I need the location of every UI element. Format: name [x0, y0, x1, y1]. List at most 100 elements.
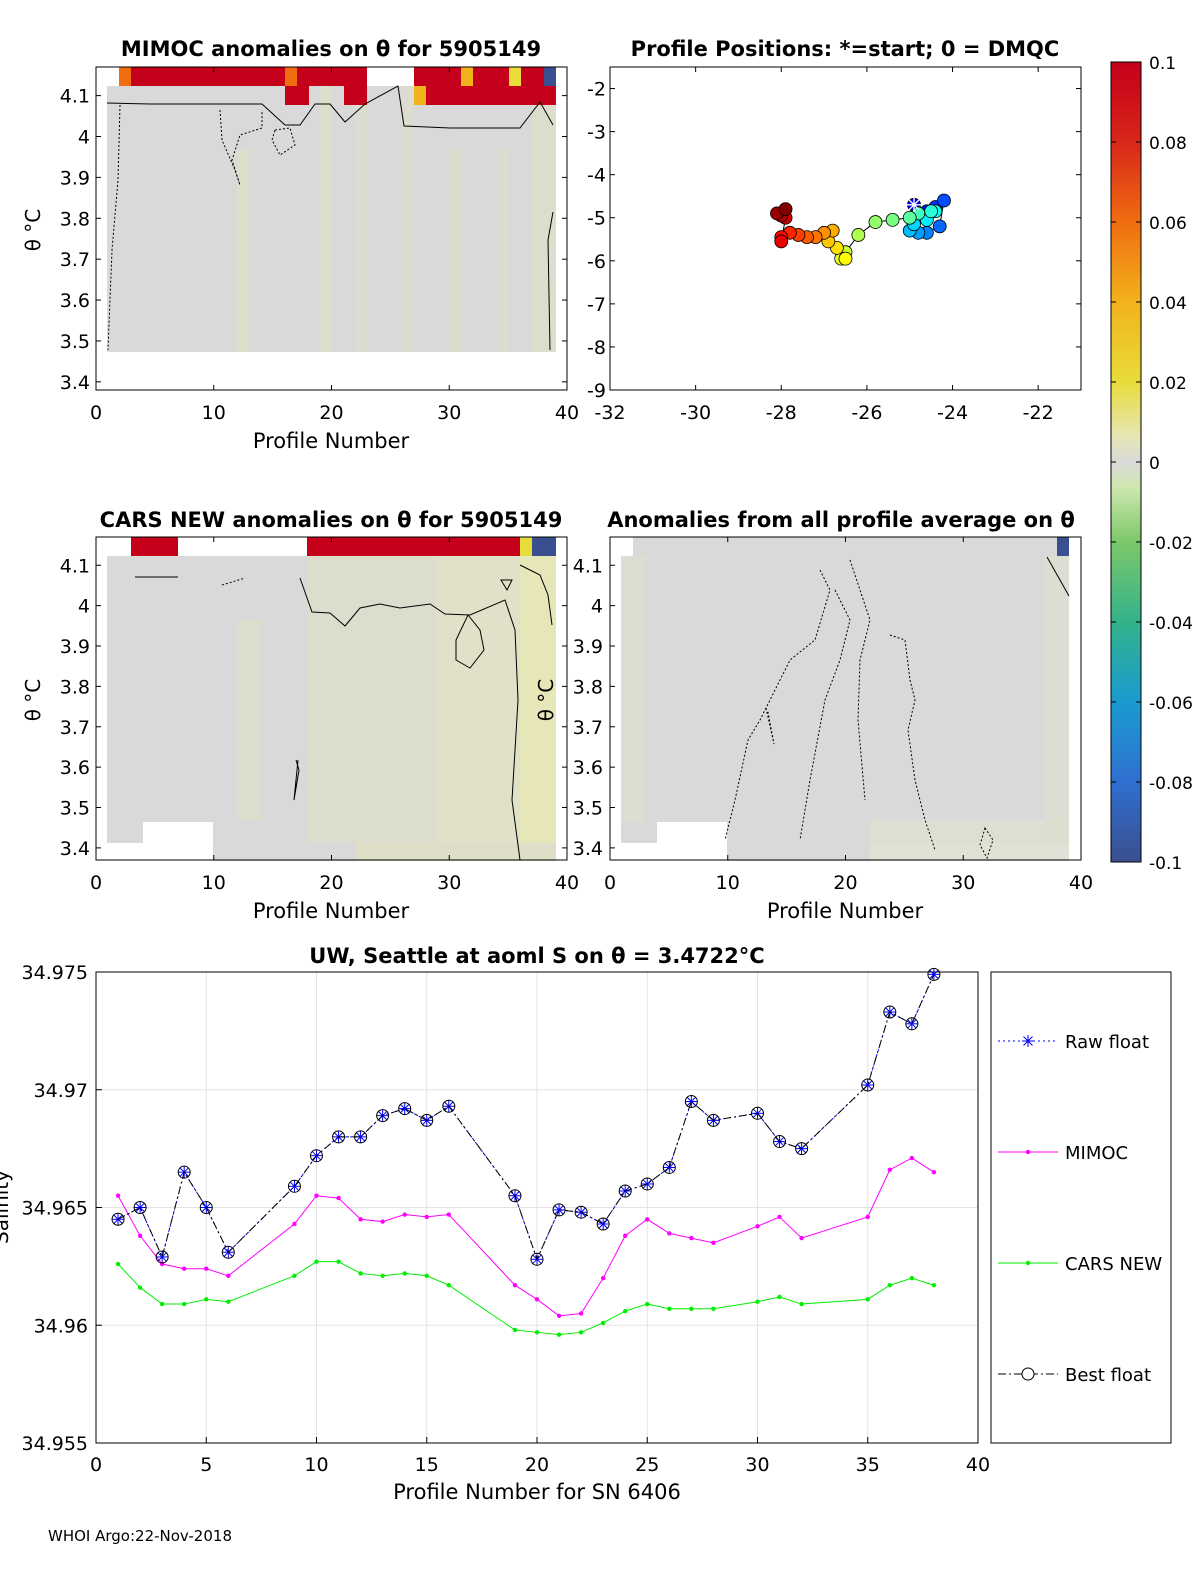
series-point: [292, 1221, 297, 1227]
colorbar-tick-label: -0.06: [1149, 694, 1193, 714]
series-point: [861, 1078, 875, 1092]
x-tick-label: 30: [437, 872, 461, 894]
series-point: [336, 1259, 341, 1264]
x-tick-label: 20: [319, 402, 343, 424]
colorbar-tick-label: -0.02: [1149, 534, 1193, 554]
legend-label: CARS NEW: [1065, 1254, 1162, 1275]
salinity-legend: Raw float MIMOC CARS NEW Best float: [990, 971, 1172, 1444]
series-point: [182, 1301, 187, 1307]
series-point: [596, 1217, 610, 1231]
y-tick-label: 3.9: [60, 636, 90, 658]
salinity-x-ticks: 0 5 10 15 20 25 30 35 40: [90, 1437, 990, 1476]
y-tick-label: 34.965: [22, 1198, 88, 1220]
legend-item: Raw float: [998, 1032, 1149, 1053]
series-point: [226, 1299, 231, 1304]
allavg-heatmap-cells: [621, 537, 1069, 861]
y-tick-label: 3.6: [573, 757, 603, 779]
y-tick-label: 3.8: [60, 676, 90, 698]
series-point: [156, 1250, 169, 1263]
cars-y-ticks: 3.4 3.5 3.6 3.7 3.8 3.9 4 4.1: [60, 555, 567, 860]
x-tick-label: 5: [200, 1454, 212, 1476]
x-tick-label: -24: [937, 402, 968, 424]
allavg-x-ticks: 0 10 20 30 40: [604, 537, 1093, 894]
series-point: [909, 1275, 915, 1281]
cars-xlabel: Profile Number: [253, 899, 410, 923]
positions-axes-frame: [609, 66, 1082, 391]
series-point: [600, 1320, 606, 1326]
series-point: [534, 1297, 540, 1302]
position-point: [924, 204, 939, 219]
y-tick-label: 4.1: [573, 555, 603, 577]
y-tick-label: -4: [587, 165, 606, 187]
series-point: [623, 1233, 628, 1238]
series-point: [865, 1297, 870, 1302]
cars-ylabel: θ °C: [21, 679, 45, 722]
mimoc-contours: [106, 85, 554, 351]
cars-contours: [135, 564, 553, 861]
series-point: [600, 1275, 606, 1281]
series-point: [578, 1311, 584, 1316]
salinity-y-ticks: 34.955 34.96 34.965 34.97 34.975: [22, 962, 102, 1455]
x-tick-label: 30: [745, 1454, 769, 1476]
cars-anomaly-panel: 0 10 20 30 40 3.4 3.5 3.6 3.7 3.8 3.9 4 4.1 CARS NE…: [21, 508, 579, 923]
y-tick-label: 3.4: [60, 838, 90, 860]
x-tick-label: 15: [415, 1454, 439, 1476]
series-point: [310, 1149, 323, 1163]
mimoc-anomaly-panel: 0 10 20 30 40 3.4 3.5 3.6 3.7 3.8 3.9 4 4.1 MIMOC a…: [21, 37, 579, 453]
footer-stamp: WHOI Argo:22-Nov-2018: [48, 1527, 232, 1545]
series-point: [354, 1130, 368, 1144]
y-tick-label: 4.1: [60, 86, 90, 108]
anomaly-colorbar: 0.1 0.08 0.06 0.04 0.02 0 -0.02 -0.04 -0.06 -0.08…: [1110, 54, 1193, 874]
series-point: [336, 1195, 341, 1201]
series-point: [773, 1135, 787, 1149]
series-point: [931, 1283, 937, 1288]
cars-x-ticks: 0 10 20 30 40: [90, 537, 579, 894]
series-point: [711, 1240, 716, 1246]
series-point: [358, 1217, 363, 1222]
series-point: [534, 1330, 540, 1335]
legend-items: Raw float MIMOC CARS NEW Best float: [998, 1032, 1162, 1386]
y-tick-label: 34.96: [34, 1315, 88, 1337]
series-point: [380, 1273, 385, 1278]
y-tick-label: -7: [587, 294, 606, 316]
legend-item: CARS NEW: [998, 1254, 1162, 1275]
series-point: [398, 1102, 412, 1116]
series-point: [115, 1193, 121, 1198]
y-tick-label: 3.5: [60, 331, 90, 353]
x-tick-label: -30: [680, 402, 711, 424]
series-point: [799, 1301, 804, 1307]
series-point: [909, 1155, 915, 1161]
colorbar-tick-label: -0.04: [1149, 614, 1193, 634]
series-point: [799, 1235, 804, 1241]
y-tick-label: 3.5: [573, 798, 603, 820]
salinity-ylabel: Salinity: [0, 1170, 13, 1244]
series-point: [667, 1231, 672, 1236]
positions-title: Profile Positions: *=start; 0 = DMQC: [631, 37, 1060, 61]
position-point: [937, 193, 951, 208]
series-point: [332, 1130, 346, 1144]
position-point: [868, 215, 883, 229]
position-point: [838, 251, 853, 266]
series-point: [689, 1235, 694, 1241]
series-point: [578, 1330, 584, 1335]
y-tick-label: 3.9: [60, 167, 90, 189]
y-tick-label: 3.8: [60, 208, 90, 230]
series-point: [424, 1214, 429, 1220]
legend-label: Best float: [1065, 1365, 1151, 1386]
salinity-xlabel: Profile Number for SN 6406: [393, 1480, 681, 1504]
series-point: [115, 1261, 121, 1267]
x-tick-label: 30: [951, 872, 975, 894]
series-point: [137, 1233, 143, 1238]
legend-label: MIMOC: [1065, 1143, 1128, 1164]
x-tick-label: 10: [202, 402, 226, 424]
y-tick-label: 34.955: [22, 1433, 88, 1455]
series-point: [287, 1179, 301, 1193]
y-tick-label: 3.8: [573, 676, 603, 698]
y-tick-label: 34.975: [22, 962, 88, 984]
salinity-series: [111, 967, 941, 1337]
y-tick-label: 3.4: [60, 372, 90, 394]
y-tick-label: 3.7: [573, 717, 603, 739]
start-marker: [907, 197, 922, 212]
series-point: [376, 1109, 390, 1123]
